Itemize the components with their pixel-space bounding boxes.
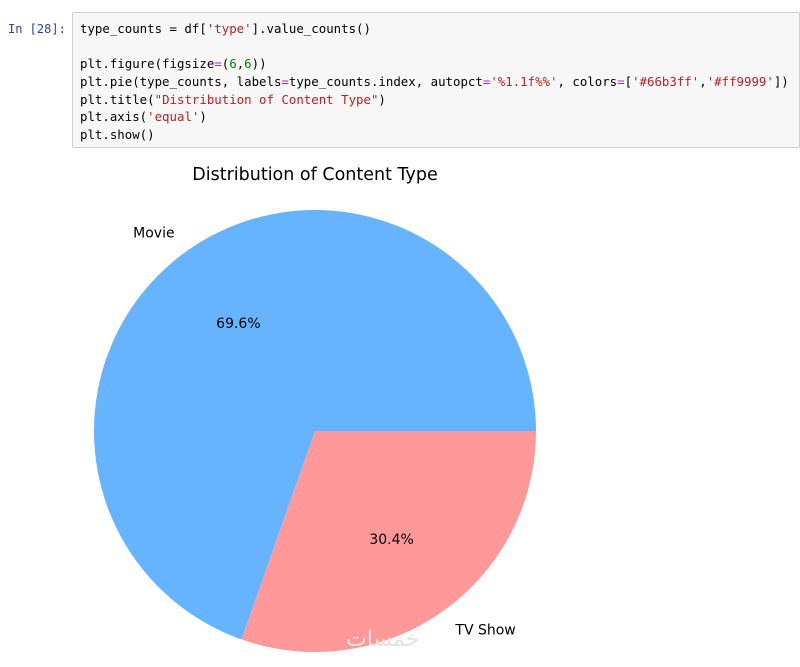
pie-percent-label: 30.4%: [369, 532, 413, 548]
pie-slice-movie: [94, 210, 536, 640]
pie-labels: Movie 69.6% TV Show 30.4%: [133, 226, 516, 639]
code-token: [: [624, 74, 633, 90]
code-token: ,: [236, 56, 245, 72]
code-token: '%1.1f%%': [490, 74, 558, 90]
code-token: ,: [699, 74, 707, 90]
pie-category-label: TV Show: [454, 622, 515, 638]
pie-chart: Distribution of Content Type Movie 69.6% T…: [94, 165, 536, 652]
code-token: , colors: [557, 74, 618, 90]
code-token: type_counts.index, autopct: [288, 74, 483, 90]
code-token: ]): [773, 74, 789, 90]
code-token: 'type': [206, 21, 252, 36]
code-token: plt.figure(figsize: [80, 56, 215, 72]
code-token: ): [378, 91, 386, 107]
code-token: (: [221, 56, 230, 72]
code-token: plt.pie(type_counts, labels: [80, 74, 282, 90]
cell-prompt: In [28]:: [8, 22, 66, 36]
chart-output: Distribution of Content Type Movie 69.6% T…: [0, 150, 800, 663]
code-line: type_counts = df['type'].value_counts(): [80, 20, 789, 38]
code-token: 6: [244, 56, 252, 72]
code-token: 6: [229, 56, 237, 72]
code-token: =: [482, 74, 491, 90]
code-line: plt.title("Distribution of Content Type"…: [80, 91, 789, 109]
code-token: '#66b3ff': [632, 74, 700, 90]
pie-percent-label: 69.6%: [216, 316, 260, 332]
code-line: plt.figure(figsize=(6,6)): [80, 55, 789, 73]
code-line: plt.pie(type_counts, labels=type_counts.…: [80, 73, 789, 91]
code-input-area[interactable]: type_counts = df['type'].value_counts()p…: [72, 12, 800, 148]
code-token: type_counts = df[: [80, 21, 207, 36]
code-token: '#ff9999': [706, 74, 774, 90]
code-token: "Distribution of Content Type": [154, 91, 379, 107]
code-token: =: [214, 56, 222, 72]
code-line: plt.axis('equal'): [80, 108, 789, 126]
code-token: ].value_counts(): [251, 21, 371, 36]
pie-slice-tv-show: [241, 431, 536, 652]
code-token: 'equal': [147, 109, 200, 125]
code-token: =: [281, 74, 289, 90]
code-token: plt.show(): [80, 127, 155, 143]
chart-title: Distribution of Content Type: [192, 165, 437, 185]
code-token: =: [617, 74, 625, 90]
code-token: plt.axis(: [80, 109, 148, 125]
code-token: ): [199, 109, 207, 125]
pie-slices: [94, 210, 536, 652]
watermark-logo: خمسات: [346, 627, 420, 652]
code-editor[interactable]: type_counts = df['type'].value_counts()p…: [80, 20, 789, 144]
code-line: [80, 38, 789, 56]
code-token: plt.title(: [80, 91, 155, 107]
code-token: )): [251, 56, 267, 72]
pie-category-label: Movie: [133, 226, 174, 242]
code-line: plt.show(): [80, 126, 789, 144]
